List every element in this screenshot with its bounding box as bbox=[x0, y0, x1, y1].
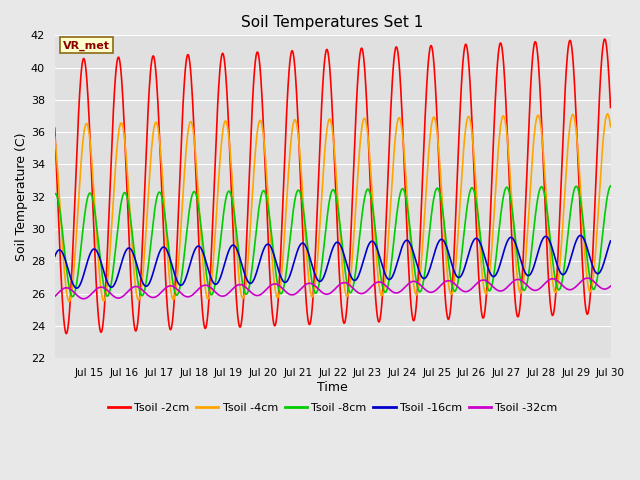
Y-axis label: Soil Temperature (C): Soil Temperature (C) bbox=[15, 132, 28, 261]
Legend: Tsoil -2cm, Tsoil -4cm, Tsoil -8cm, Tsoil -16cm, Tsoil -32cm: Tsoil -2cm, Tsoil -4cm, Tsoil -8cm, Tsoi… bbox=[103, 398, 562, 417]
X-axis label: Time: Time bbox=[317, 381, 348, 394]
Title: Soil Temperatures Set 1: Soil Temperatures Set 1 bbox=[241, 15, 424, 30]
Text: VR_met: VR_met bbox=[63, 40, 110, 50]
